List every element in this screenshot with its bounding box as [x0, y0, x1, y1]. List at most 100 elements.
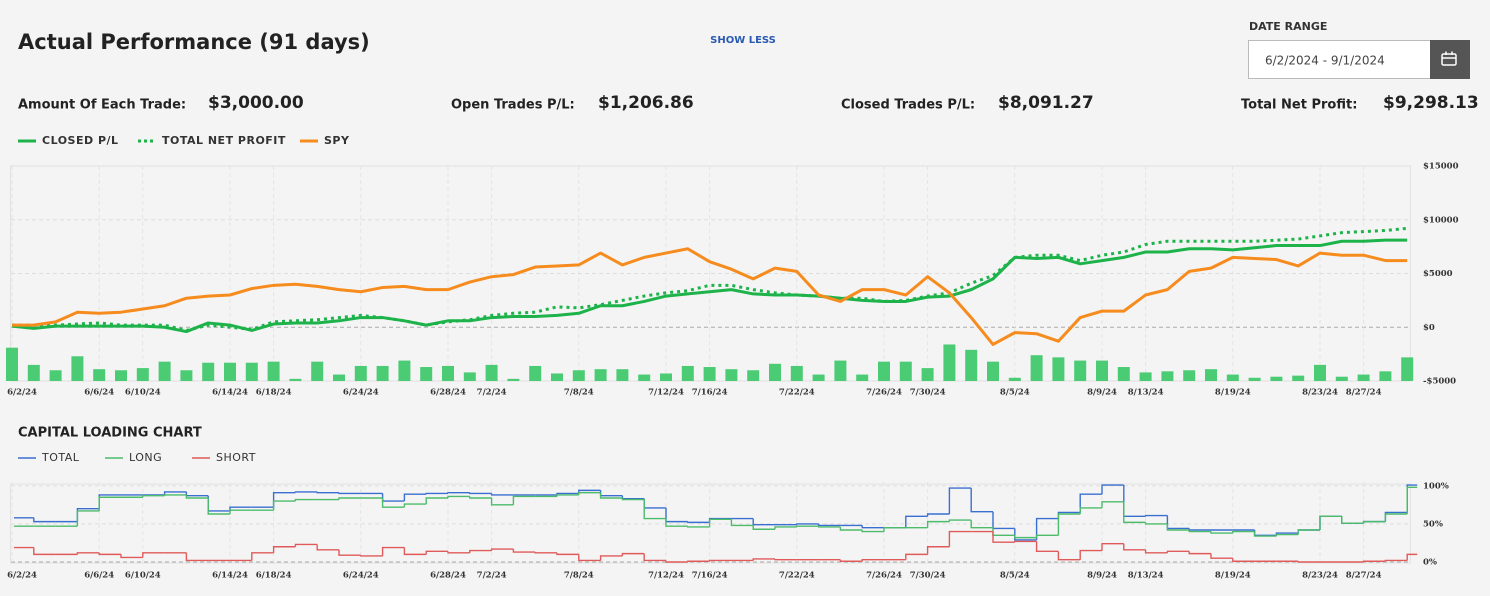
step-segment	[469, 492, 492, 495]
step-segment	[861, 559, 884, 562]
calendar-button[interactable]	[1430, 40, 1470, 79]
bar	[1335, 376, 1348, 381]
step-segment	[33, 517, 56, 523]
step-segment	[1166, 515, 1190, 530]
x-tick-label: 7/22/24	[779, 571, 815, 581]
step-segment	[1384, 559, 1408, 562]
bar	[790, 365, 803, 381]
step-segment	[1035, 534, 1059, 538]
step-segment	[1188, 551, 1211, 555]
x-tick-label: 6/14/24	[212, 571, 248, 581]
stat-label: Closed Trades P/L:	[841, 98, 975, 113]
bar	[878, 361, 890, 381]
x-tick-label: 7/26/24	[866, 388, 902, 398]
x-tick-label: 8/9/24	[1087, 571, 1117, 581]
legend-label: SPY	[324, 134, 350, 147]
x-tick-label: 8/13/24	[1128, 571, 1164, 581]
step-segment	[970, 488, 993, 513]
date-range-input[interactable]	[1248, 40, 1431, 79]
step-segment	[1035, 541, 1059, 553]
bar	[834, 360, 847, 381]
bar	[202, 362, 215, 381]
x-tick-label: 6/2/24	[7, 388, 37, 398]
step-segment	[1057, 513, 1081, 536]
x-tick-label: 7/12/24	[648, 388, 684, 398]
step-segment	[905, 553, 928, 560]
x-tick-label: 7/30/24	[910, 388, 946, 398]
bar	[463, 372, 476, 381]
step-segment	[1079, 493, 1102, 513]
step-segment	[1253, 531, 1277, 537]
step-segment	[752, 558, 775, 561]
step-segment	[687, 526, 710, 528]
step-segment	[490, 493, 514, 496]
step-segment	[1362, 560, 1386, 562]
step-segment	[578, 554, 601, 562]
step-segment	[1166, 523, 1190, 531]
step-segment	[207, 495, 230, 512]
bar	[71, 356, 84, 381]
step-segment	[643, 498, 666, 509]
step-segment	[1297, 561, 1320, 563]
step-segment	[621, 552, 645, 556]
step-segment	[185, 491, 209, 497]
step-segment	[272, 500, 296, 511]
step-segment	[1406, 486, 1418, 514]
step-segment	[1166, 550, 1190, 553]
bar	[158, 361, 171, 381]
x-tick-label: 6/28/24	[430, 571, 466, 581]
step-segment	[381, 493, 405, 502]
bar	[1183, 370, 1196, 381]
bar	[224, 362, 236, 381]
x-tick-label: 8/5/24	[1000, 571, 1030, 581]
bar	[1205, 369, 1217, 381]
x-tick-label: 6/10/24	[125, 571, 161, 581]
step-segment	[425, 497, 448, 505]
x-tick-label: 8/27/24	[1346, 388, 1382, 398]
x-tick-label: 7/16/24	[692, 571, 728, 581]
step-segment	[403, 503, 427, 508]
step-segment	[774, 526, 797, 530]
step-segment	[1101, 501, 1124, 508]
step-segment	[665, 507, 688, 523]
y-tick-label: $10000	[1423, 215, 1459, 225]
step-segment	[294, 498, 318, 502]
step-segment	[883, 527, 906, 532]
bar	[899, 361, 912, 381]
x-tick-label: 6/18/24	[256, 388, 292, 398]
step-segment	[76, 552, 100, 555]
step-segment	[926, 520, 950, 528]
step-segment	[469, 496, 492, 499]
legend-label: CLOSED P/L	[42, 134, 119, 147]
bar	[551, 373, 563, 381]
legend-label: LONG	[129, 451, 162, 464]
x-tick-label: 8/19/24	[1215, 388, 1251, 398]
step-segment	[229, 509, 252, 514]
step-segment	[708, 518, 732, 527]
bar	[398, 360, 411, 381]
step-segment	[98, 552, 121, 556]
step-segment	[163, 491, 187, 495]
step-segment	[490, 498, 514, 506]
bar	[1401, 357, 1414, 381]
step-segment	[98, 496, 121, 511]
bar	[267, 361, 280, 381]
show-less-toggle[interactable]: SHOW LESS	[710, 35, 776, 46]
bar	[725, 369, 738, 381]
bar	[747, 370, 760, 381]
page-title: Actual Performance (91 days)	[18, 30, 370, 54]
step-segment	[403, 547, 427, 556]
step-segment	[512, 549, 536, 553]
step-segment	[163, 494, 187, 496]
bar	[987, 361, 999, 381]
step-segment	[142, 495, 165, 498]
x-tick-label: 6/10/24	[125, 388, 161, 398]
step-segment	[447, 491, 470, 494]
stat-label: Amount Of Each Trade:	[18, 98, 186, 113]
bar	[1314, 364, 1326, 381]
bar	[245, 362, 258, 381]
step-segment	[926, 546, 950, 555]
bar	[136, 368, 149, 381]
step-segment	[839, 526, 863, 531]
